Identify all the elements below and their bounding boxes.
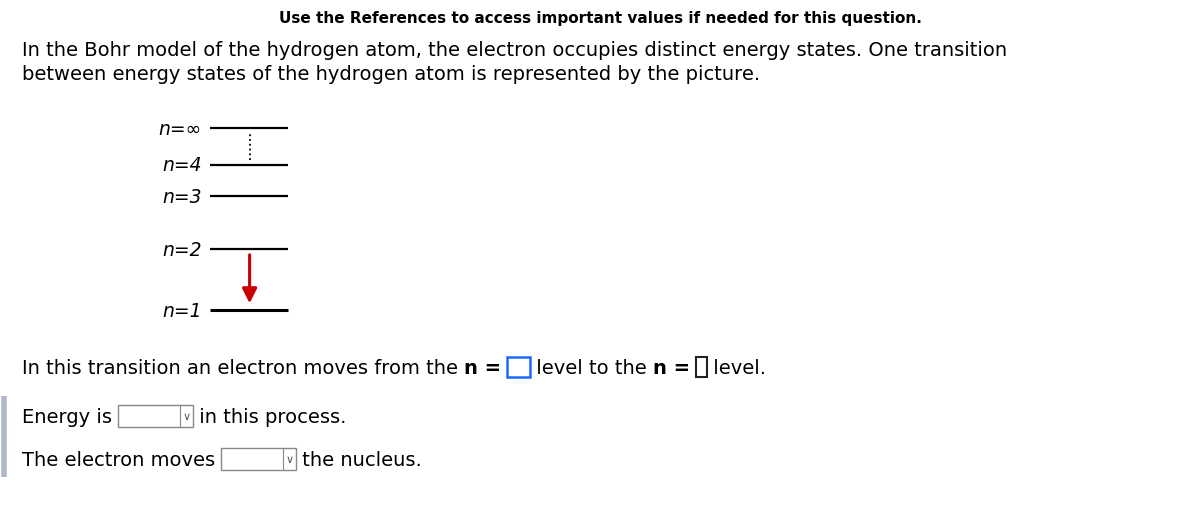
Text: The electron moves: The electron moves xyxy=(22,450,221,469)
Text: the nucleus.: the nucleus. xyxy=(296,450,421,469)
Text: ∨: ∨ xyxy=(182,412,191,422)
FancyBboxPatch shape xyxy=(221,448,296,471)
Text: In the Bohr model of the hydrogen atom, the electron occupies distinct energy st: In the Bohr model of the hydrogen atom, … xyxy=(22,41,1007,61)
Text: n=4: n=4 xyxy=(162,156,202,175)
FancyBboxPatch shape xyxy=(118,406,193,428)
Text: ∨: ∨ xyxy=(286,454,294,465)
Text: n=3: n=3 xyxy=(162,187,202,207)
Text: n =: n = xyxy=(653,358,690,377)
Text: Energy is: Energy is xyxy=(22,407,118,426)
Text: n =: n = xyxy=(464,358,500,377)
Text: n=∞: n=∞ xyxy=(158,119,202,138)
Text: n=2: n=2 xyxy=(162,240,202,260)
Text: level to the: level to the xyxy=(529,358,653,377)
Text: in this process.: in this process. xyxy=(193,407,347,426)
Text: n=1: n=1 xyxy=(162,301,202,320)
Text: level.: level. xyxy=(707,358,767,377)
Text: In this transition an electron moves from the: In this transition an electron moves fro… xyxy=(22,358,464,377)
Text: Use the References to access important values if needed for this question.: Use the References to access important v… xyxy=(278,11,922,26)
Text: between energy states of the hydrogen atom is represented by the picture.: between energy states of the hydrogen at… xyxy=(22,65,760,84)
